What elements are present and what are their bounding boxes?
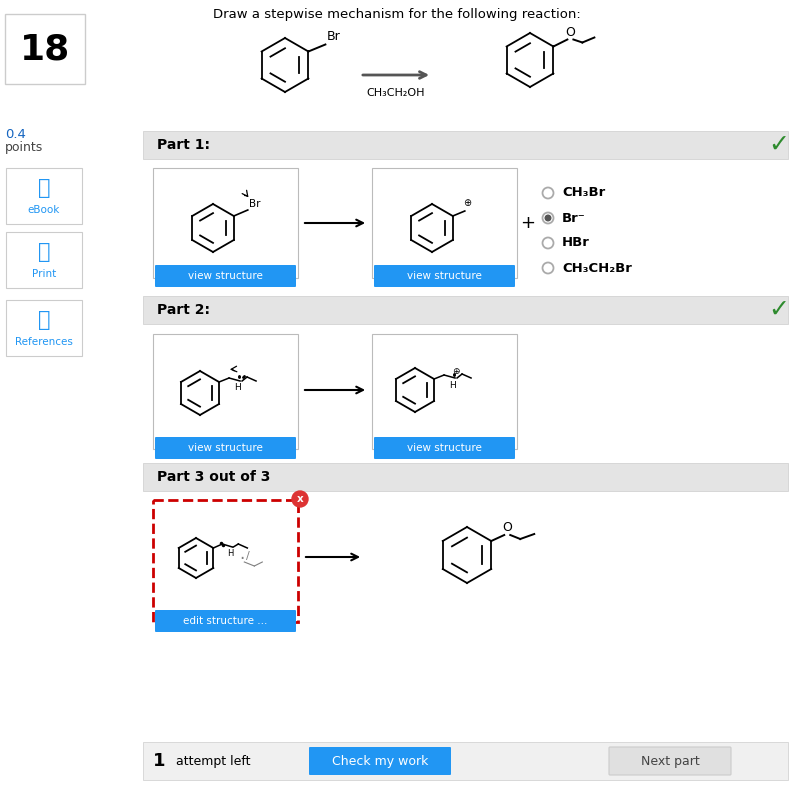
FancyBboxPatch shape [6,168,82,224]
Text: ·: · [240,550,245,568]
Text: 📋: 📋 [38,310,50,330]
Text: Part 2:: Part 2: [157,303,210,317]
FancyBboxPatch shape [143,742,788,780]
Text: edit structure ...: edit structure ... [183,616,268,626]
Circle shape [542,213,553,224]
Text: x: x [297,495,303,504]
FancyBboxPatch shape [153,334,298,449]
Circle shape [542,237,553,248]
Text: Br⁻: Br⁻ [562,212,586,224]
FancyBboxPatch shape [309,747,451,775]
Text: Part 1:: Part 1: [157,138,210,152]
Text: view structure: view structure [188,443,263,453]
FancyBboxPatch shape [609,747,731,775]
FancyBboxPatch shape [372,168,517,278]
FancyBboxPatch shape [143,463,788,491]
FancyBboxPatch shape [155,437,296,459]
FancyBboxPatch shape [153,168,298,278]
Circle shape [545,215,551,220]
FancyBboxPatch shape [6,300,82,356]
Text: Print: Print [32,269,56,279]
Text: 🖨: 🖨 [38,242,50,262]
Text: ⊕: ⊕ [453,366,460,376]
Text: ✓: ✓ [769,133,789,157]
FancyBboxPatch shape [372,334,517,449]
Text: CH₃Br: CH₃Br [562,186,605,200]
Circle shape [542,262,553,274]
Circle shape [542,187,553,198]
Text: Part 3 out of 3: Part 3 out of 3 [157,470,271,484]
Text: ⊕: ⊕ [463,198,471,208]
Text: Next part: Next part [641,754,700,768]
Text: /: / [246,551,250,561]
Text: attempt left: attempt left [168,754,250,768]
Text: eBook: eBook [28,205,60,215]
FancyBboxPatch shape [143,296,788,324]
Circle shape [292,491,308,507]
Text: points: points [5,141,43,154]
FancyBboxPatch shape [374,437,515,459]
FancyBboxPatch shape [153,500,298,622]
Text: References: References [15,337,73,347]
Text: ✓: ✓ [769,298,789,322]
Text: view structure: view structure [407,271,482,281]
Text: view structure: view structure [407,443,482,453]
FancyBboxPatch shape [143,131,788,159]
Text: 0.4: 0.4 [5,128,26,141]
Text: Br: Br [249,199,260,209]
Text: 1: 1 [153,752,165,770]
Text: O: O [503,521,512,534]
FancyBboxPatch shape [155,265,296,287]
Text: Br: Br [326,30,340,44]
Text: CH₃CH₂OH: CH₃CH₂OH [367,88,426,98]
Text: O: O [565,25,576,39]
Text: CH₃CH₂Br: CH₃CH₂Br [562,262,632,274]
Text: Draw a stepwise mechanism for the following reaction:: Draw a stepwise mechanism for the follow… [213,8,581,21]
Text: +: + [521,214,535,232]
FancyBboxPatch shape [155,610,296,632]
Text: 📘: 📘 [38,178,50,198]
FancyBboxPatch shape [374,265,515,287]
Text: H: H [233,382,241,392]
Text: Check my work: Check my work [332,754,428,768]
Text: 18: 18 [20,32,70,66]
FancyBboxPatch shape [6,232,82,288]
Text: view structure: view structure [188,271,263,281]
Text: HBr: HBr [562,236,590,250]
Text: H: H [449,381,456,389]
Text: H: H [227,549,233,557]
FancyBboxPatch shape [5,14,85,84]
